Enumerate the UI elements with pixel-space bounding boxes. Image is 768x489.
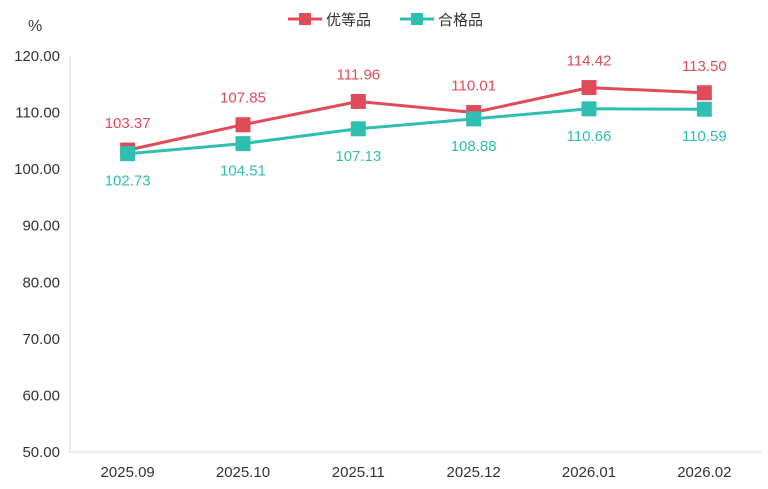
x-tick-label: 2025.10 <box>216 464 270 481</box>
data-point <box>235 136 251 152</box>
legend-marker <box>411 13 423 25</box>
y-tick-label: 120.00 <box>14 48 60 65</box>
data-label: 108.88 <box>451 138 497 155</box>
data-point <box>120 146 136 162</box>
data-label: 102.73 <box>105 173 151 190</box>
x-tick-label: 2025.12 <box>447 464 501 481</box>
x-tick-label: 2026.01 <box>562 464 616 481</box>
data-label: 104.51 <box>220 163 266 180</box>
data-label: 111.96 <box>337 66 381 83</box>
x-tick-label: 2026.02 <box>677 464 731 481</box>
legend-label: 合格品 <box>438 12 483 29</box>
data-point <box>466 111 482 127</box>
legend-item: 优等品 <box>288 11 371 29</box>
legend-item: 合格品 <box>400 12 483 29</box>
data-label: 107.85 <box>220 90 266 107</box>
data-label: 110.59 <box>682 128 727 145</box>
series-line <box>127 107 705 156</box>
data-point <box>581 80 597 96</box>
data-label: 110.01 <box>451 78 496 95</box>
data-point <box>696 85 712 101</box>
data-label: 114.42 <box>567 53 612 70</box>
data-label: 107.13 <box>335 148 381 165</box>
y-tick-label: 70.00 <box>22 331 60 348</box>
data-point <box>350 93 366 109</box>
axes <box>69 56 762 453</box>
legend-label: 优等品 <box>326 11 371 29</box>
y-tick-label: 80.00 <box>22 274 60 291</box>
y-tick-label: 110.00 <box>15 105 60 122</box>
y-tick-label: 60.00 <box>22 387 60 404</box>
legend-marker <box>299 13 311 25</box>
x-tick-label: 2025.09 <box>101 464 155 481</box>
x-tick-labels: 2025.09 2025.10 2025.11 2025.12 2026.01 2026.… <box>101 464 732 481</box>
x-tick-label: 2025.11 <box>332 464 385 481</box>
y-axis-unit: % <box>28 18 42 35</box>
data-point <box>350 121 366 137</box>
legend: 优等品 合格品 <box>288 11 483 29</box>
series-line <box>127 86 705 152</box>
data-label: 113.50 <box>682 58 727 75</box>
data-label: 110.66 <box>567 128 612 145</box>
y-tick-label: 50.00 <box>22 444 60 461</box>
data-label: 103.37 <box>105 115 151 132</box>
y-tick-label: 100.00 <box>14 161 60 178</box>
data-point <box>581 101 597 117</box>
series-layer <box>120 80 712 162</box>
data-labels: 103.37 107.85 111.96 110.01 114.42 113.50 102.… <box>105 53 727 190</box>
y-tick-label: 90.00 <box>22 218 60 235</box>
series-2 <box>120 101 712 162</box>
data-point <box>235 117 251 133</box>
y-tick-labels: 50.00 60.00 70.00 80.00 90.00 100.00 110.00 120… <box>14 48 60 461</box>
data-point <box>696 101 712 117</box>
